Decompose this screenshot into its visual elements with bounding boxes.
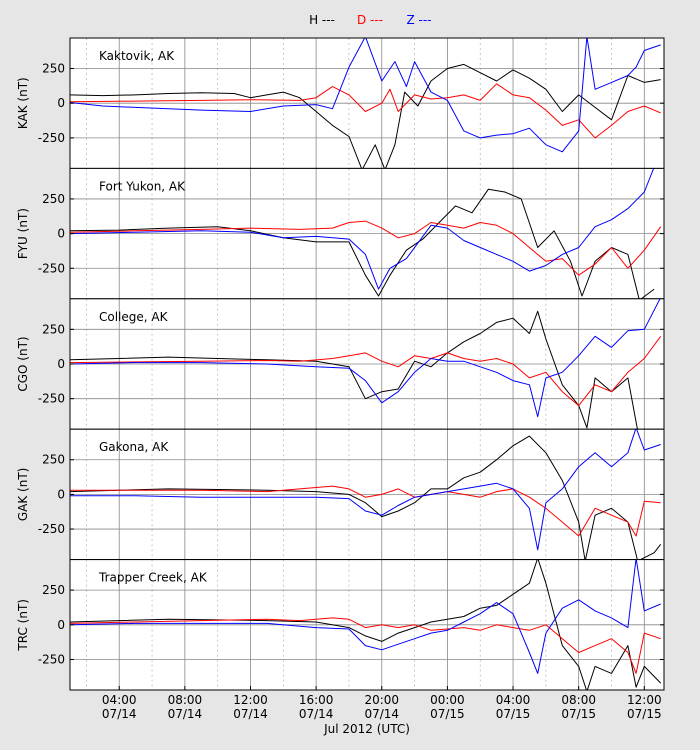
station-label: Trapper Creek, AK (98, 571, 208, 585)
x-tick-time: 00:00 (430, 693, 465, 707)
y-tick-label: 0 (57, 227, 65, 241)
y-axis-label: CGO (nT) (16, 336, 30, 391)
panel-3: -250 0 250 College, AK CGO (nT) (16, 298, 665, 430)
y-tick-label: 0 (57, 96, 65, 110)
legend: H --- D --- Z --- (309, 13, 431, 27)
series-z (70, 298, 661, 418)
series-h (70, 63, 661, 169)
x-tick-date: 07/15 (627, 707, 662, 721)
y-tick-label: 0 (57, 618, 65, 632)
y-axis-label: GAK (nT) (16, 468, 30, 522)
series-group (70, 429, 662, 560)
y-axis-label: FYU (nT) (16, 208, 30, 259)
station-label: Kaktovik, AK (99, 49, 175, 63)
x-tick-time: 16:00 (299, 693, 334, 707)
legend-h: H --- (309, 13, 335, 27)
x-tick-date: 07/15 (430, 707, 465, 721)
x-axis-ticks: 04:0007/1408:0007/1412:0007/1416:0007/14… (102, 686, 662, 721)
y-tick-label: -250 (38, 131, 65, 145)
series-group (70, 38, 661, 169)
x-tick-date: 07/14 (168, 707, 203, 721)
panels: -250 0 250 Kaktovik, AK KAK (nT) -250 0 250 Fort… (16, 37, 665, 691)
station-label: Fort Yukon, AK (99, 179, 186, 193)
x-tick-time: 12:00 (233, 693, 268, 707)
y-tick-label: 250 (42, 192, 65, 206)
x-tick-date: 07/15 (561, 707, 596, 721)
y-tick-label: 250 (42, 583, 65, 597)
panel-2: -250 0 250 Fort Yukon, AK FYU (nT) (16, 167, 665, 300)
y-axis-label: TRC (nT) (16, 599, 30, 652)
series-z (70, 38, 661, 153)
station-label: Gakona, AK (99, 440, 169, 454)
legend-z: Z --- (406, 13, 431, 27)
x-tick-time: 08:00 (561, 693, 596, 707)
panel-4: -250 0 250 Gakona, AK GAK (nT) (16, 428, 665, 561)
series-z (70, 168, 655, 290)
series-d (70, 617, 661, 674)
legend-d: D --- (357, 13, 383, 27)
y-tick-label: 250 (42, 62, 65, 76)
series-group (70, 559, 662, 690)
x-tick-date: 07/15 (496, 707, 531, 721)
series-d (70, 220, 662, 276)
y-tick-label: -250 (38, 261, 65, 275)
series-group (70, 298, 662, 430)
x-tick-date: 07/14 (233, 707, 268, 721)
series-z (70, 429, 661, 551)
x-tick-time: 20:00 (364, 693, 399, 707)
series-h (70, 188, 655, 299)
x-tick-time: 04:00 (102, 693, 137, 707)
series-d (70, 83, 661, 139)
series-d (70, 336, 662, 407)
y-tick-label: -250 (38, 522, 65, 536)
y-tick-label: 250 (42, 453, 65, 467)
x-axis-label: Jul 2012 (UTC) (323, 722, 410, 736)
y-tick-label: 0 (57, 357, 65, 371)
x-tick-date: 07/14 (364, 707, 399, 721)
y-tick-label: 0 (57, 487, 65, 501)
x-tick-date: 07/14 (102, 707, 137, 721)
y-axis-label: KAK (nT) (16, 77, 30, 129)
series-z (70, 559, 661, 674)
panel-1: -250 0 250 Kaktovik, AK KAK (nT) (16, 37, 665, 169)
x-tick-time: 04:00 (496, 693, 531, 707)
series-group (70, 168, 662, 299)
y-tick-label: -250 (38, 652, 65, 666)
x-tick-time: 08:00 (168, 693, 203, 707)
station-label: College, AK (99, 310, 169, 324)
x-tick-date: 07/14 (299, 707, 334, 721)
panel-5: -250 0 250 Trapper Creek, AK TRC (nT) (16, 559, 665, 691)
x-tick-time: 12:00 (627, 693, 662, 707)
y-tick-label: -250 (38, 392, 65, 406)
series-h (70, 310, 638, 430)
series-h (70, 559, 662, 690)
series-d (70, 485, 661, 537)
y-tick-label: 250 (42, 322, 65, 336)
